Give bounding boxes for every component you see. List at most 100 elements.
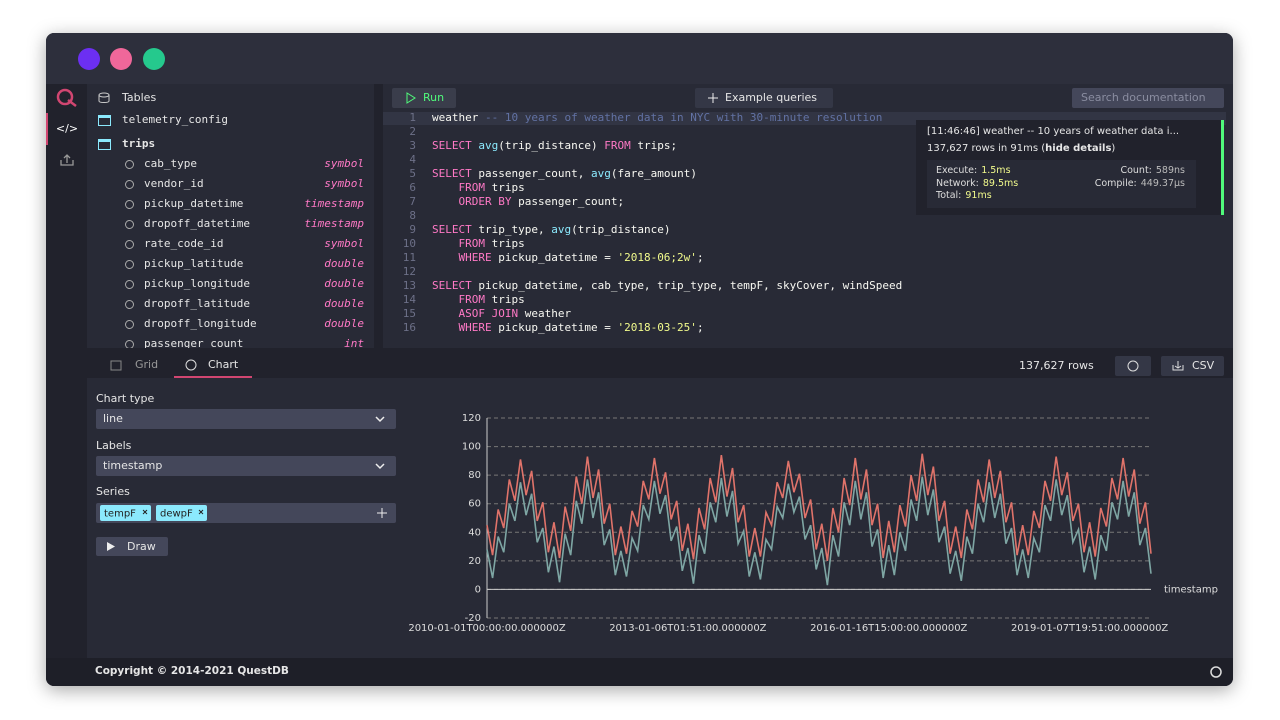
draw-button[interactable] <box>96 537 168 556</box>
column-name: pickup_longitude <box>144 277 250 290</box>
refresh-button[interactable] <box>1115 356 1151 376</box>
column-name: vendor_id <box>144 177 204 190</box>
code-token: SELECT <box>432 223 472 236</box>
line-number: 1 <box>409 111 416 124</box>
notification-summary: 137,627 rows in 91ms (hide details) <box>927 143 1116 154</box>
x-axis-label: timestamp <box>1164 584 1218 595</box>
table-icon <box>98 139 111 150</box>
chart: tempF dewpF -20 0 20 40 60 80 100 120 timestamp 201… <box>100 413 1218 634</box>
code-token: WHERE <box>432 321 492 334</box>
line-number: 13 <box>402 279 416 292</box>
code-line: SELECT trip_type, avg(trip_distance) <box>432 222 670 238</box>
column-type: symbol <box>324 177 364 190</box>
code-token: (fare_amount) <box>610 167 697 180</box>
x-tick-label: 2010-01-01T00:00:00.000000Z <box>408 623 565 634</box>
column-type: int <box>344 337 364 348</box>
chevron <box>375 416 385 423</box>
code-line: FROM trips <box>432 180 525 196</box>
metric-label: Total: 91ms <box>936 190 992 201</box>
column-type: timestamp <box>304 197 364 210</box>
column-name: cab_type <box>144 157 197 170</box>
code-token: trips <box>484 237 525 250</box>
code-line: FROM trips <box>432 236 525 252</box>
upload-icon[interactable] <box>60 154 74 166</box>
code-token: pickup_datetime = <box>491 251 618 264</box>
line-number: 6 <box>409 181 416 194</box>
hide-details-link[interactable]: hide details <box>1045 143 1112 154</box>
code-token: pickup_datetime = <box>491 321 618 334</box>
column-icon <box>125 240 134 249</box>
series-line <box>486 453 1152 561</box>
chart-type-select[interactable] <box>96 409 396 429</box>
code-token: FROM <box>604 139 631 152</box>
table-name[interactable]: telemetry_config <box>122 113 228 126</box>
notification-accent <box>1221 120 1224 215</box>
column-type: double <box>324 277 364 290</box>
column-name: dropoff_latitude <box>144 297 250 310</box>
column-icon <box>125 160 134 169</box>
examples-button[interactable] <box>695 88 833 108</box>
line-number: 8 <box>409 209 416 222</box>
series-chip-label: tempF <box>104 509 136 520</box>
examples-label: Example queries <box>725 91 818 104</box>
plus-icon[interactable] <box>377 508 387 518</box>
x-tick-label: 2019-01-07T19:51:00.000000Z <box>1011 623 1168 634</box>
window-dot[interactable] <box>110 48 132 70</box>
code-token: FROM <box>432 293 485 306</box>
column-type: symbol <box>324 157 364 170</box>
window-dot[interactable] <box>78 48 100 70</box>
code-token: FROM <box>432 181 485 194</box>
code-token: avg <box>551 223 572 236</box>
code-token: ; <box>696 321 704 334</box>
footer <box>46 658 1233 686</box>
column-icon <box>125 260 134 269</box>
metric-label: Execute: 1.5ms <box>936 165 1011 176</box>
chip-remove[interactable] <box>142 509 148 515</box>
line-number: 7 <box>409 195 416 208</box>
grid-tab[interactable]: Grid <box>135 358 159 371</box>
column-name: dropoff_datetime <box>144 217 250 230</box>
y-tick-label: -20 <box>465 613 481 624</box>
x-tick-label: 2013-01-06T01:51:00.000000Z <box>609 623 766 634</box>
metric-label: Network: 89.5ms <box>936 177 1019 189</box>
line-number: 4 <box>409 153 416 166</box>
code-line: ORDER BY passenger_count; <box>432 194 624 210</box>
github-icon[interactable] <box>1210 666 1222 678</box>
code-token: WHERE <box>432 251 492 264</box>
code-editor[interactable]: 1 weather -- 10 years of weather data in … <box>383 110 916 350</box>
line-number: 16 <box>402 321 416 334</box>
window-dot[interactable] <box>143 48 165 70</box>
metric-value: 449.37μs <box>1140 177 1185 189</box>
search-input[interactable] <box>1072 88 1224 108</box>
code-token: trips <box>484 181 525 194</box>
labels-select[interactable] <box>96 456 396 476</box>
y-tick-label: 80 <box>468 470 481 481</box>
code-line: SELECT pickup_datetime, cab_type, trip_t… <box>432 278 902 294</box>
select-value: timestamp <box>103 459 163 472</box>
code-token: -- 10 years of weather data in NYC with … <box>478 111 883 124</box>
line-number: 11 <box>402 251 416 264</box>
line-number: 15 <box>402 307 416 320</box>
chip-remove[interactable] <box>198 509 204 515</box>
csv-button[interactable] <box>1161 356 1224 376</box>
chart-tab[interactable]: Chart <box>208 358 239 371</box>
chart-icon <box>185 359 197 371</box>
field-label: Chart type <box>96 392 155 405</box>
tab-underline <box>174 376 252 378</box>
code-icon[interactable]: </> <box>56 122 78 135</box>
run-icon <box>406 92 416 104</box>
code-token: '2018-06;2w' <box>617 251 697 264</box>
column-name: pickup_latitude <box>144 257 244 270</box>
draw-label: Draw <box>127 540 156 553</box>
code-token: SELECT <box>432 139 472 152</box>
metric-value: 589ns <box>1155 165 1185 176</box>
code-token: avg <box>590 167 611 180</box>
metric-value: 1.5ms <box>981 165 1011 176</box>
column-icon <box>125 340 134 348</box>
notification-text: [11:46:46] weather -- 10 years of weathe… <box>916 120 1221 215</box>
column-type: double <box>324 297 364 310</box>
table-name[interactable]: trips <box>122 137 156 150</box>
metric-value: 89.5ms <box>982 177 1019 189</box>
run-button[interactable] <box>392 88 456 108</box>
